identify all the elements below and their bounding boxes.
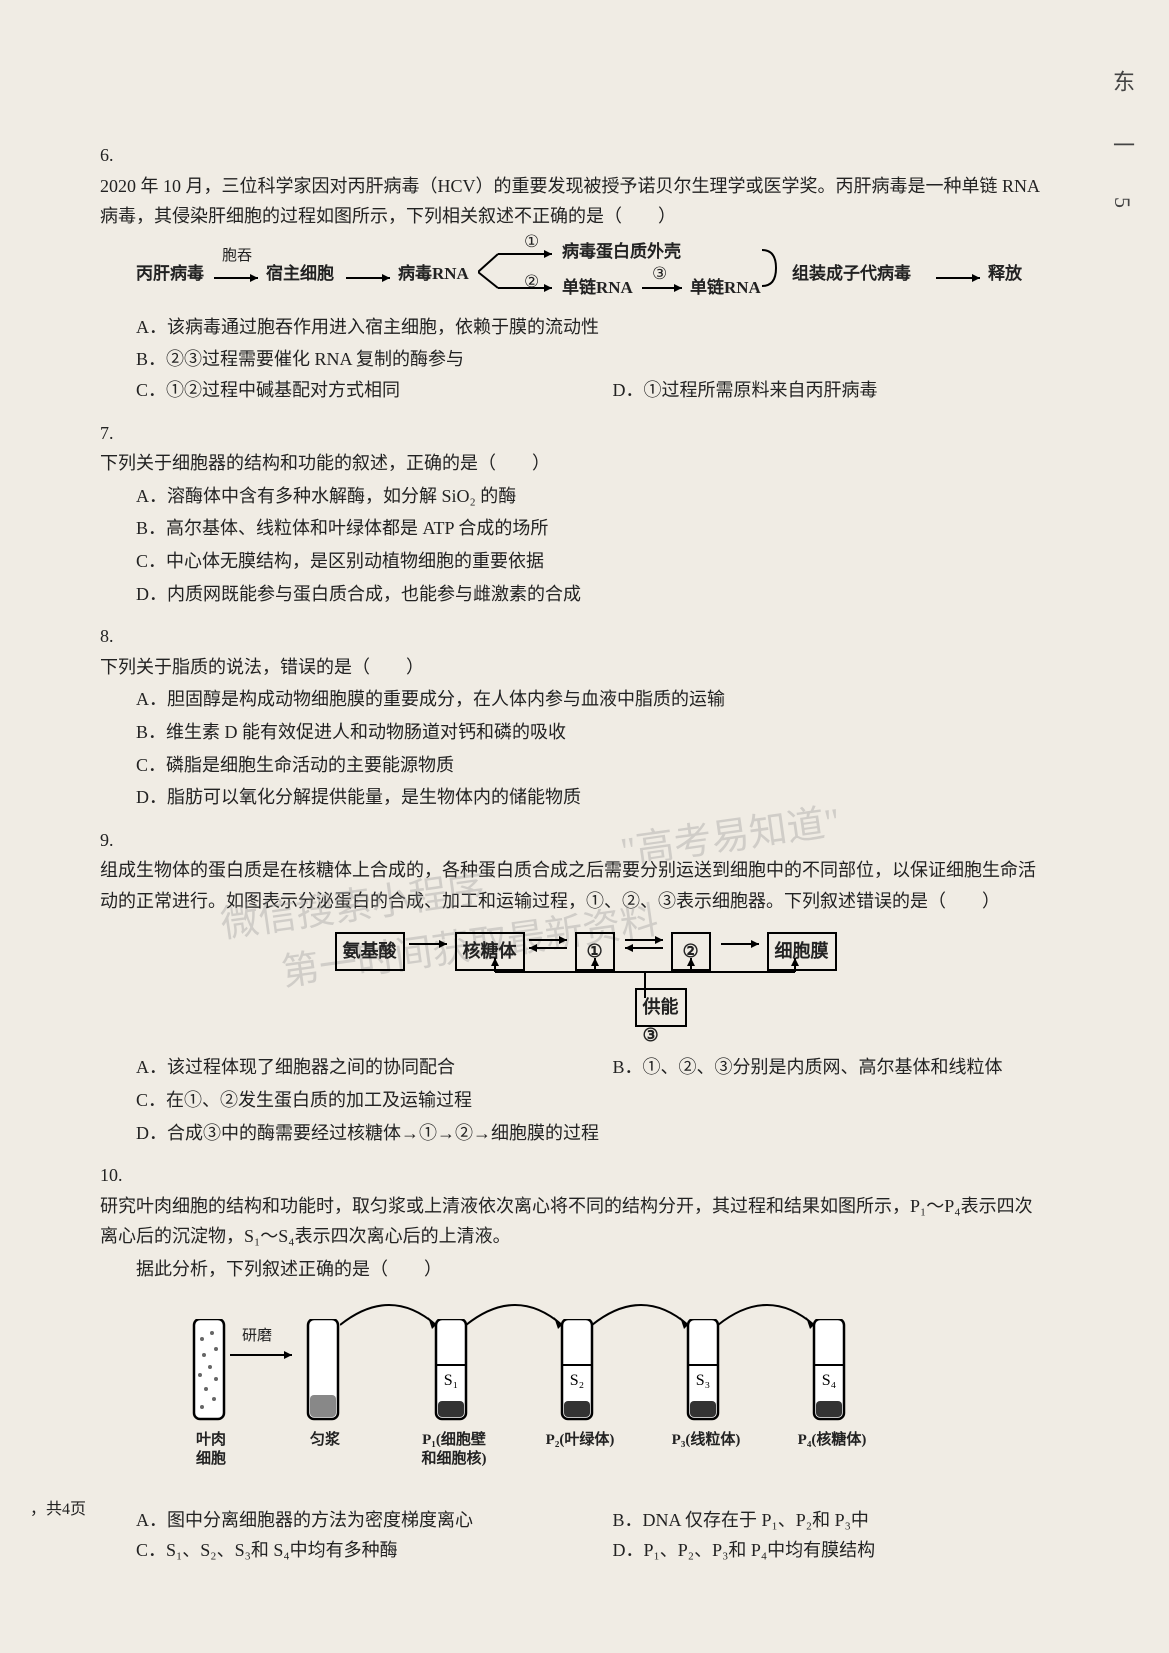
- svg-text:S₄: S₄: [822, 1372, 837, 1389]
- svg-text:S₃: S₃: [696, 1372, 710, 1389]
- question-9: 9. 组成生物体的蛋白质是在核糖体上合成的，各种蛋白质合成之后需要分别运送到细胞…: [100, 825, 1089, 1149]
- fc-node-2: 宿主细胞: [266, 260, 334, 289]
- q10-num: 10.: [100, 1160, 136, 1191]
- page-footer: ，共4页: [30, 1496, 86, 1523]
- q7-opt-c: C．中心体无膜结构，是区别动植物细胞的重要依据: [100, 546, 1089, 577]
- fc-label-1: 胞吞: [222, 244, 252, 270]
- q9-opt-b: B．①、②、③分别是内质网、高尔基体和线粒体: [613, 1052, 1090, 1083]
- fc-circ-2: ②: [524, 268, 539, 297]
- q7-opt-b: B．高尔基体、线粒体和叶绿体都是 ATP 合成的场所: [100, 513, 1089, 544]
- q9-num: 9.: [100, 825, 136, 856]
- fc-node-3: 病毒RNA: [398, 260, 469, 289]
- q9-opt-c: C．在①、②发生蛋白质的加工及运输过程: [100, 1085, 1089, 1116]
- q7-opt-a: A．溶酶体中含有多种水解酶，如分解 SiO₂ 的酶: [100, 481, 1089, 512]
- q10-opt-a: A．图中分离细胞器的方法为密度梯度离心: [136, 1505, 613, 1536]
- question-6: 6. 2020 年 10 月，三位科学家因对丙肝病毒（HCV）的重要发现被授予诺…: [100, 140, 1089, 406]
- fc-branch-2: 单链RNA: [562, 274, 633, 303]
- margin-text: 东 一 5: [1111, 70, 1141, 226]
- q6-opt-d: D．①过程所需原料来自丙肝病毒: [613, 375, 1090, 406]
- fc-branch-3: 单链RNA: [690, 274, 761, 303]
- q10-opt-c: C．S₁、S₂、S₃和 S₄中均有多种酶: [136, 1535, 613, 1566]
- fc-circ-3: ③: [652, 260, 667, 289]
- d9-c3: ③: [643, 1020, 659, 1051]
- q9-stem: 组成生物体的蛋白质是在核糖体上合成的，各种蛋白质合成之后需要分别运送到细胞中的不…: [100, 855, 1049, 916]
- q10-stem: 研究叶肉细胞的结构和功能时，取匀浆或上清液依次离心将不同的结构分开，其过程和结果…: [100, 1191, 1049, 1252]
- q6-opt-b: B．②③过程需要催化 RNA 复制的酶参与: [100, 344, 1089, 375]
- q10-opt-b: B．DNA 仅存在于 P₁、P₂和 P₃中: [613, 1505, 1090, 1536]
- d10-p4-label: P₄(核糖体): [786, 1431, 878, 1451]
- d10-leaf-label: 叶肉 细胞: [188, 1431, 234, 1470]
- q7-num: 7.: [100, 418, 136, 449]
- fc-node-5: 释放: [988, 260, 1022, 289]
- q6-stem: 2020 年 10 月，三位科学家因对丙肝病毒（HCV）的重要发现被授予诺贝尔生…: [100, 171, 1049, 232]
- q10-diagram: 叶肉 细胞 研磨 匀浆 S₁ P₁(细胞壁 和细胞核) S₂ P₂(叶绿体) S…: [190, 1295, 890, 1495]
- q10-stem2: 据此分析，下列叙述正确的是（ ）: [100, 1254, 1089, 1285]
- q9-opt-a: A．该过程体现了细胞器之间的协同配合: [136, 1052, 613, 1083]
- q6-flowchart: 丙肝病毒 胞吞 宿主细胞 病毒RNA ① ② 病毒蛋白质外壳 单链RNA ③ 单…: [136, 242, 1089, 302]
- question-8: 8. 下列关于脂质的说法，错误的是（ ） A．胆固醇是构成动物细胞膜的重要成分，…: [100, 621, 1089, 813]
- question-7: 7. 下列关于细胞器的结构和功能的叙述，正确的是（ ） A．溶酶体中含有多种水解…: [100, 418, 1089, 610]
- q7-opt-d: D．内质网既能参与蛋白质合成，也能参与雌激素的合成: [100, 579, 1089, 610]
- q10-opt-d: D．P₁、P₂、P₃和 P₄中均有膜结构: [613, 1535, 1090, 1566]
- svg-text:S₁: S₁: [444, 1372, 458, 1389]
- q8-opt-b: B．维生素 D 能有效促进人和动物肠道对钙和磷的吸收: [100, 717, 1089, 748]
- q9-opt-d: D．合成③中的酶需要经过核糖体→①→②→细胞膜的过程: [100, 1118, 1089, 1149]
- q8-opt-d: D．脂肪可以氧化分解提供能量，是生物体内的储能物质: [100, 782, 1089, 813]
- q9-diagram: 氨基酸 核糖体 ① ② 细胞膜 供能 ③: [335, 924, 855, 1044]
- fc-node-4: 组装成子代病毒: [792, 260, 911, 289]
- q6-num: 6.: [100, 140, 136, 171]
- q7-stem: 下列关于细胞器的结构和功能的叙述，正确的是（ ）: [100, 448, 1049, 479]
- d10-p2-label: P₂(叶绿体): [534, 1431, 626, 1451]
- fc-circ-1: ①: [524, 228, 539, 257]
- d9-aa: 氨基酸: [335, 932, 405, 971]
- question-10: 10. 研究叶肉细胞的结构和功能时，取匀浆或上清液依次离心将不同的结构分开，其过…: [100, 1160, 1089, 1566]
- d10-p1-label: P₁(细胞壁 和细胞核): [408, 1431, 500, 1470]
- q6-opt-a: A．该病毒通过胞吞作用进入宿主细胞，依赖于膜的流动性: [100, 312, 1089, 343]
- q6-opt-c: C．①②过程中碱基配对方式相同: [136, 375, 613, 406]
- q8-opt-c: C．磷脂是细胞生命活动的主要能源物质: [100, 750, 1089, 781]
- d10-grind-label: 研磨: [242, 1327, 272, 1347]
- q8-stem: 下列关于脂质的说法，错误的是（ ）: [100, 652, 1049, 683]
- q8-num: 8.: [100, 621, 136, 652]
- svg-text:S₂: S₂: [570, 1372, 584, 1389]
- q8-opt-a: A．胆固醇是构成动物细胞膜的重要成分，在人体内参与血液中脂质的运输: [100, 684, 1089, 715]
- d10-p3-label: P₃(线粒体): [660, 1431, 752, 1451]
- fc-node-1: 丙肝病毒: [136, 260, 204, 289]
